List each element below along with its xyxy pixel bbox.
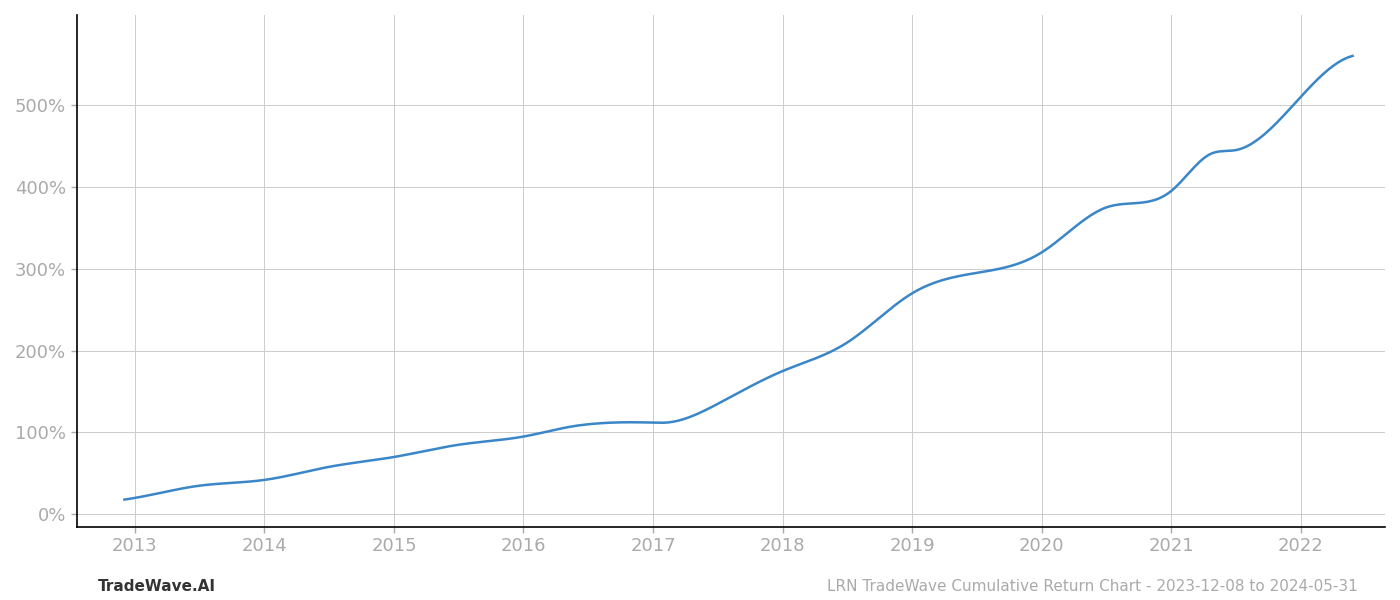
Text: TradeWave.AI: TradeWave.AI [98,579,216,594]
Text: LRN TradeWave Cumulative Return Chart - 2023-12-08 to 2024-05-31: LRN TradeWave Cumulative Return Chart - … [827,579,1358,594]
